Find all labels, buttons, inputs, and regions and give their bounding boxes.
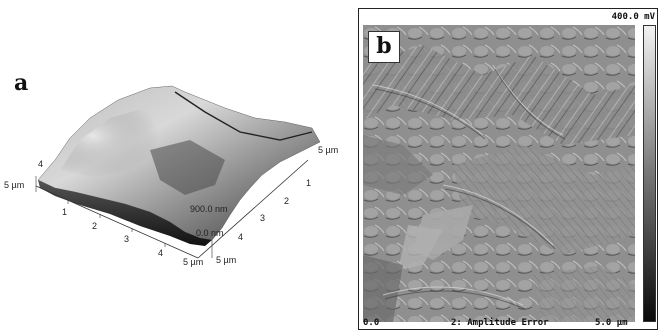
amplitude-error-image: [363, 25, 635, 322]
axis-right-top-label: 5 µm: [318, 145, 338, 155]
panel-b-label: b: [368, 31, 400, 63]
amplitude-error-panel: 400.0 mV: [358, 8, 658, 330]
left-tick-4: 4: [38, 159, 43, 169]
x-axis-ticks: 1 2 3 4: [62, 200, 166, 258]
z-min-label: 0.0 nm: [196, 228, 224, 238]
x-tick-3: 3: [124, 234, 129, 244]
y-tick-4: 4: [238, 232, 243, 242]
panel-a-label: a: [14, 70, 29, 96]
z-max-label: 900.0 nm: [190, 204, 228, 214]
topography-3d-panel: a: [4, 70, 338, 267]
axis-front-label: 5 µm: [183, 257, 203, 267]
y-axis-ticks: 4 3 2 1: [238, 178, 311, 242]
axis-left-label: 5 µm: [4, 180, 24, 190]
y-tick-2: 2: [284, 196, 289, 206]
surface-front-edge: [38, 180, 212, 246]
axis-end-label: 5.0 µm: [595, 318, 628, 328]
topography-3d-plot: 1 2 3 4 4 3 2 1 4 5 µm 5 µm 5 µm 5 µm 90…: [4, 85, 338, 267]
y-tick-3: 3: [260, 213, 265, 223]
surface-highlight: [60, 108, 170, 178]
surface-dark-valley: [150, 140, 225, 195]
color-scale-bar: [643, 25, 656, 322]
y-tick-1: 1: [306, 178, 311, 188]
scale-max-label: 400.0 mV: [611, 12, 655, 22]
x-tick-2: 2: [92, 221, 97, 231]
surface-ridge: [174, 91, 313, 141]
axis-start-label: 0.0: [363, 318, 380, 328]
x-tick-4: 4: [158, 248, 163, 258]
x-tick-1: 1: [62, 207, 67, 217]
channel-label: 2: Amplitude Error: [451, 318, 549, 328]
axis-right-bottom-label: 5 µm: [216, 255, 236, 265]
